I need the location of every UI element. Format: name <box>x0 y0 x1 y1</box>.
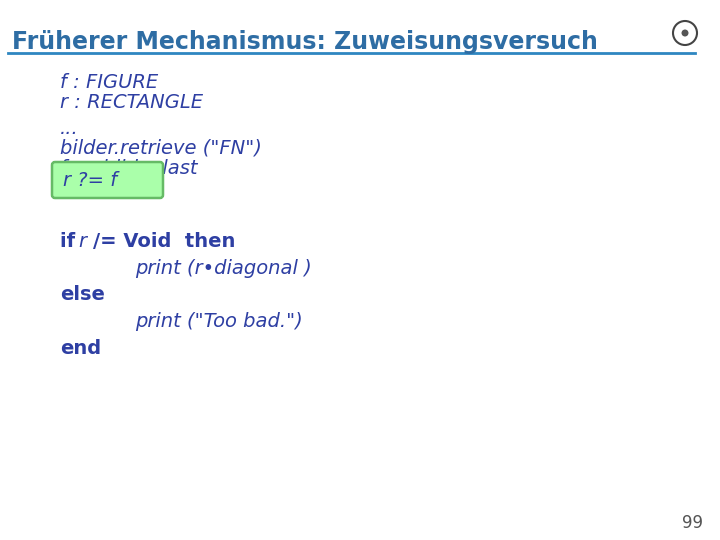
Text: end: end <box>60 339 101 358</box>
Text: if: if <box>60 232 82 251</box>
Text: Früherer Mechanismus: Zuweisungsversuch: Früherer Mechanismus: Zuweisungsversuch <box>12 30 598 54</box>
FancyBboxPatch shape <box>52 162 163 198</box>
Text: print (r•diagonal ): print (r•diagonal ) <box>135 259 312 278</box>
Text: ...: ... <box>60 119 78 138</box>
Text: else: else <box>60 285 105 304</box>
Circle shape <box>673 21 697 45</box>
Text: r : RECTANGLE: r : RECTANGLE <box>60 93 203 112</box>
Text: 99: 99 <box>682 514 703 532</box>
Text: print ("Too bad."): print ("Too bad.") <box>135 312 302 331</box>
Text: r ?= f: r ?= f <box>63 171 117 190</box>
Text: r: r <box>79 232 94 251</box>
Text: f : FIGURE: f : FIGURE <box>60 73 158 92</box>
Circle shape <box>682 30 688 37</box>
Text: f := bilder.last: f := bilder.last <box>60 159 197 178</box>
Text: bilder.retrieve ("FN"): bilder.retrieve ("FN") <box>60 139 262 158</box>
Text: /= Void  then: /= Void then <box>93 232 235 251</box>
